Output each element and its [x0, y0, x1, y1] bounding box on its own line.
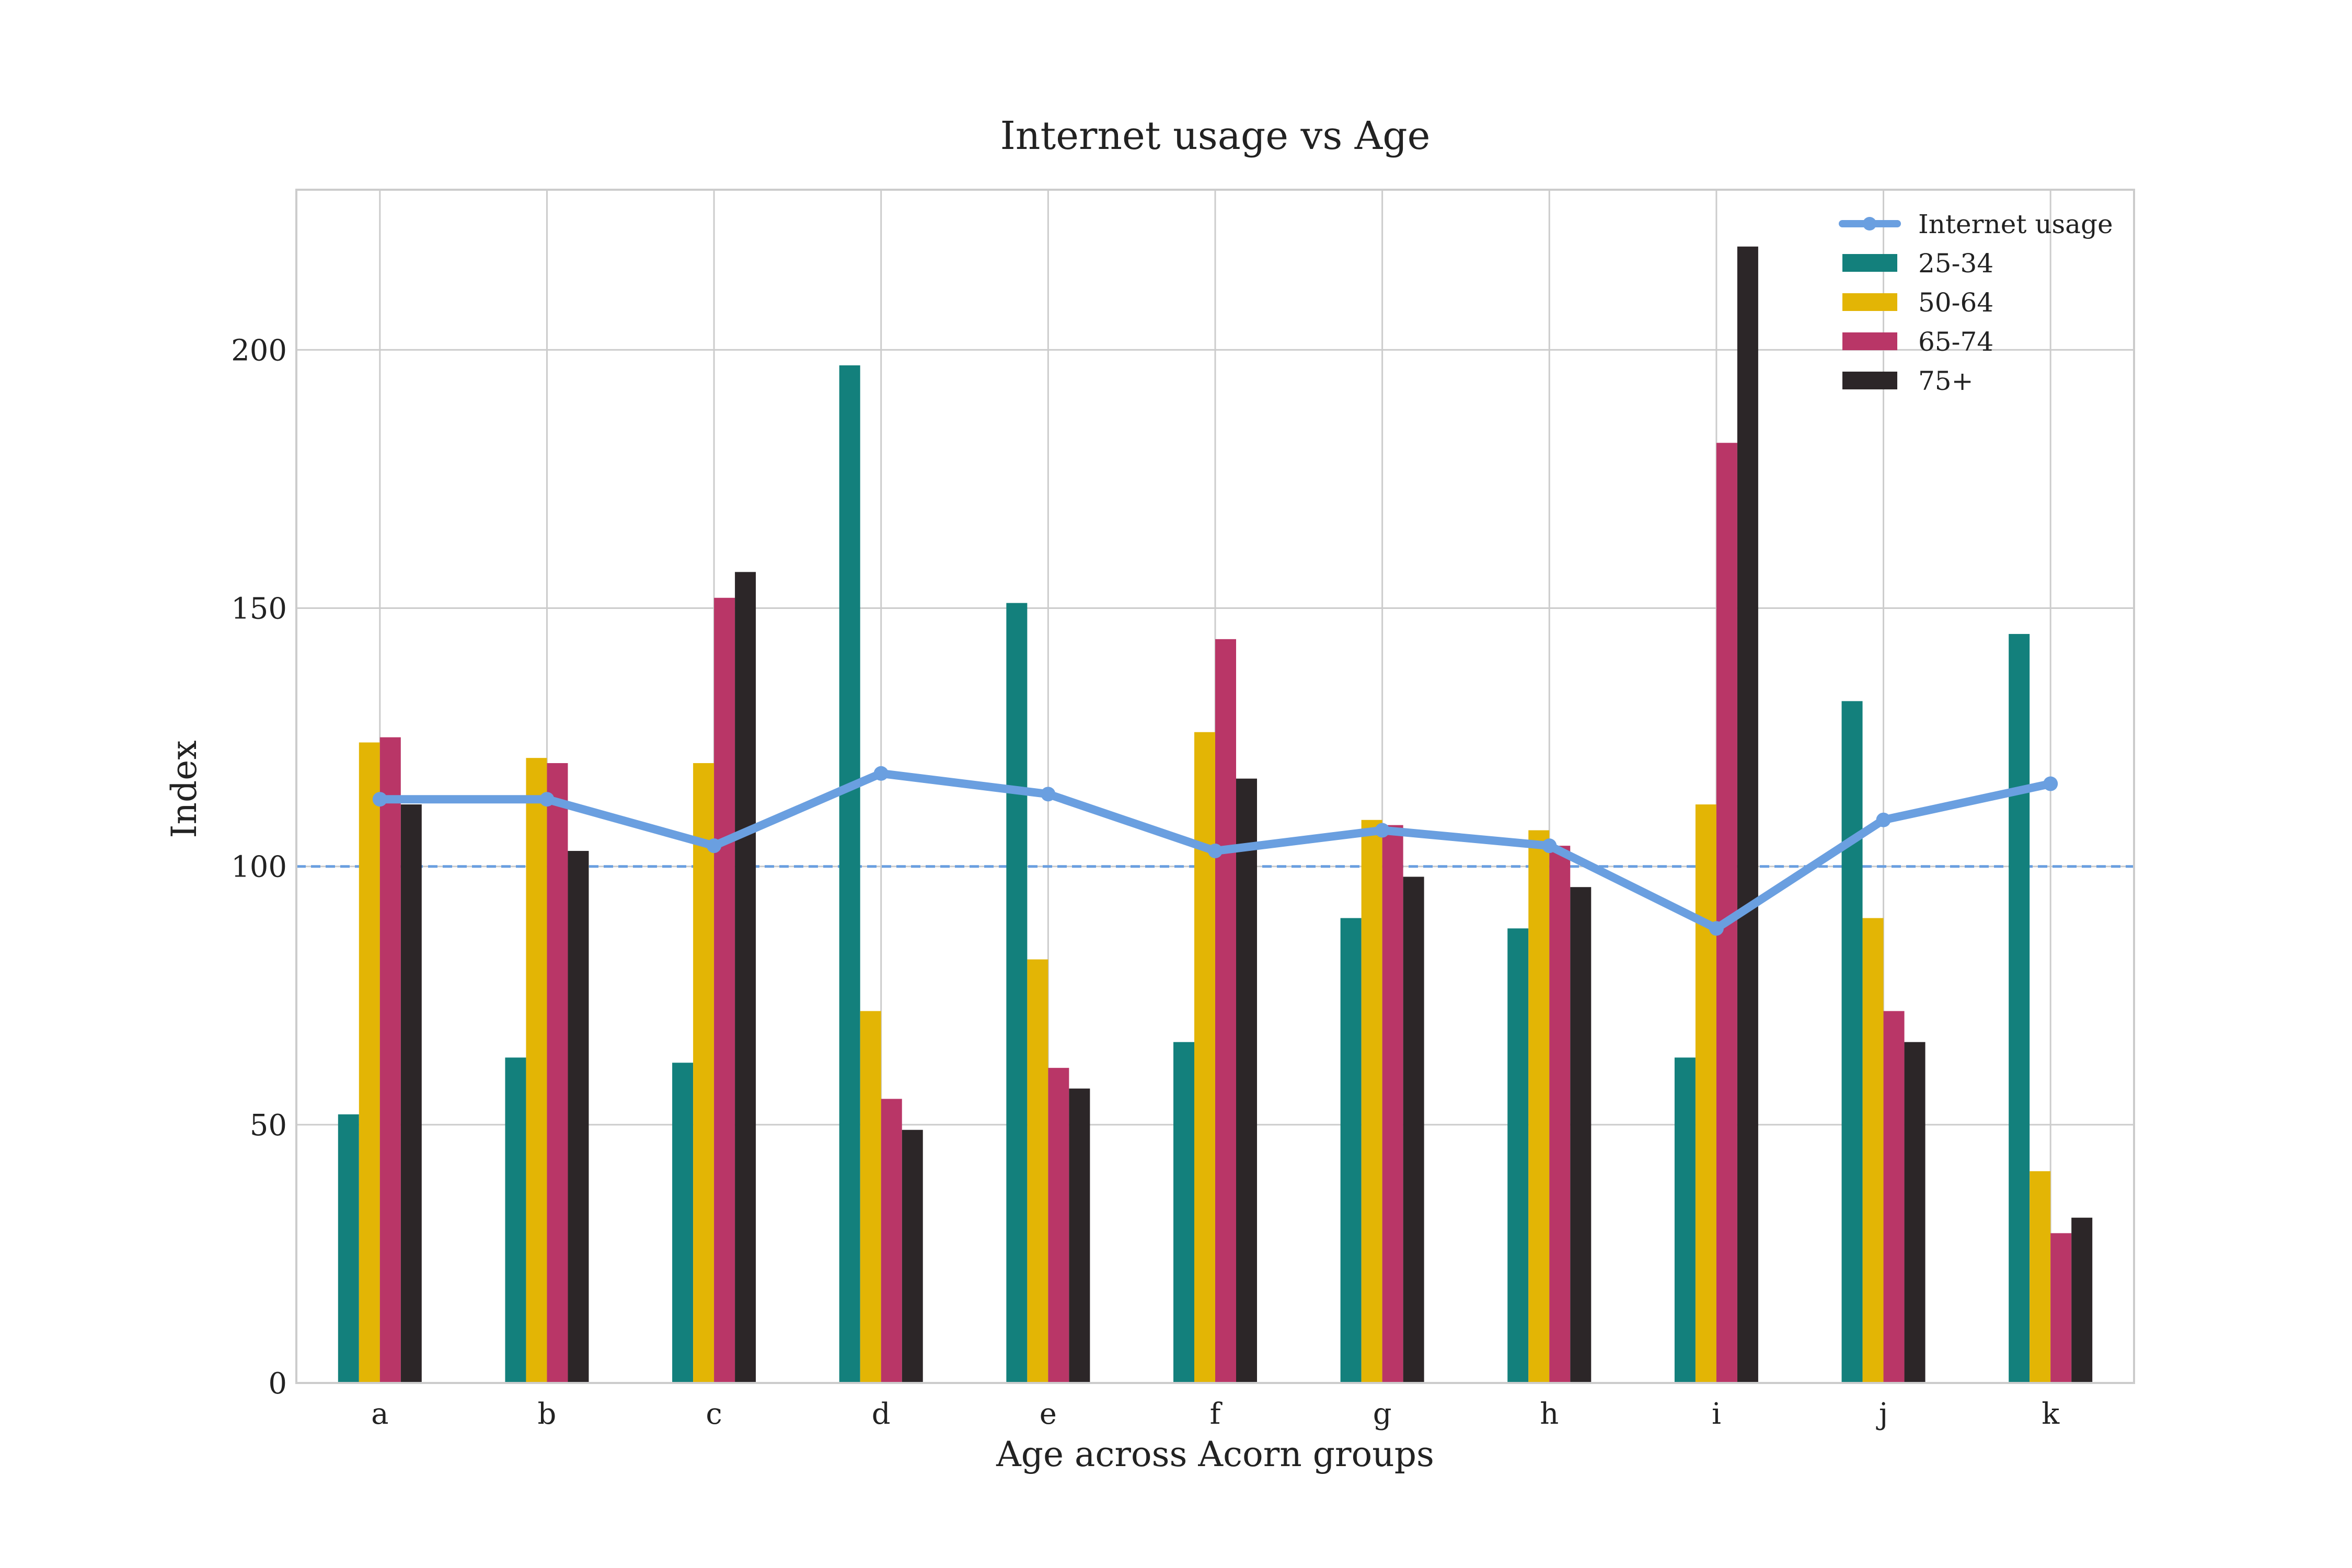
- legend-label-65-74: 65-74: [1918, 327, 1993, 357]
- legend-swatch-50-64: [1842, 293, 1897, 311]
- internet-usage-point-a: [372, 792, 387, 807]
- bar-25-34-c: [672, 1063, 694, 1383]
- internet-usage-point-b: [539, 792, 555, 807]
- bar-75+-j: [1904, 1042, 1926, 1383]
- internet-usage-point-f: [1208, 844, 1223, 859]
- x-tick-label-j: j: [1876, 1397, 1888, 1431]
- bar-75+-c: [735, 572, 756, 1383]
- bar-50-64-e: [1027, 959, 1048, 1383]
- bar-75+-d: [902, 1129, 923, 1383]
- y-tick-label-100: 100: [231, 850, 287, 884]
- legend-label-25-34: 25-34: [1918, 248, 1993, 279]
- legend-swatch-65-74: [1842, 332, 1897, 350]
- x-axis-label: Age across Acorn groups: [996, 1434, 1434, 1474]
- bar-65-74-d: [881, 1099, 902, 1383]
- bar-50-64-b: [526, 758, 547, 1383]
- bar-65-74-e: [1048, 1068, 1069, 1383]
- bar-25-34-j: [1841, 701, 1863, 1383]
- bar-25-34-g: [1340, 918, 1362, 1383]
- internet-usage-point-k: [2043, 776, 2058, 791]
- x-tick-label-k: k: [2042, 1397, 2060, 1431]
- bar-65-74-h: [1549, 846, 1571, 1383]
- x-tick-label-h: h: [1540, 1397, 1559, 1431]
- bar-65-74-f: [1215, 639, 1236, 1383]
- bar-25-34-k: [2009, 633, 2030, 1383]
- internet-usage-point-g: [1375, 823, 1390, 838]
- bar-75+-g: [1403, 877, 1424, 1383]
- bar-25-34-h: [1507, 928, 1529, 1383]
- bar-50-64-k: [2030, 1171, 2051, 1383]
- bar-75+-i: [1737, 246, 1758, 1383]
- y-tick-label-150: 150: [231, 592, 287, 626]
- bar-65-74-a: [379, 737, 401, 1383]
- internet-usage-point-i: [1709, 921, 1724, 936]
- internet-usage-point-e: [1041, 787, 1056, 802]
- internet-usage-point-c: [707, 838, 722, 854]
- chart-title: Internet usage vs Age: [1000, 113, 1431, 158]
- bars: [338, 246, 2093, 1383]
- x-tick-label-e: e: [1040, 1397, 1057, 1431]
- internet-usage-point-h: [1542, 838, 1557, 854]
- bar-75+-b: [568, 851, 589, 1383]
- bar-50-64-a: [359, 742, 380, 1383]
- bar-75+-f: [1236, 778, 1257, 1383]
- legend-label-75+: 75+: [1918, 366, 1974, 396]
- line-series-group: [372, 766, 2058, 936]
- legend-swatch-25-34: [1842, 254, 1897, 272]
- bar-50-64-j: [1862, 918, 1884, 1383]
- bar-25-34-d: [839, 365, 860, 1383]
- bar-25-34-f: [1173, 1042, 1194, 1383]
- y-tick-label-50: 50: [250, 1109, 287, 1143]
- legend: Internet usage 25-34 50-64 65-74 75+: [1839, 209, 2113, 396]
- bar-75+-k: [2071, 1217, 2093, 1383]
- x-tick-label-i: i: [1712, 1397, 1721, 1431]
- bar-50-64-d: [860, 1011, 881, 1383]
- legend-line-marker: [1863, 217, 1876, 230]
- internet-usage-point-j: [1876, 812, 1891, 827]
- bar-75+-e: [1069, 1088, 1090, 1383]
- plot-frame: [295, 189, 2135, 1384]
- bar-25-34-a: [338, 1114, 359, 1383]
- bar-65-74-j: [1883, 1011, 1905, 1383]
- bar-50-64-g: [1361, 820, 1382, 1383]
- bar-50-64-f: [1194, 732, 1215, 1383]
- legend-label-internet-usage: Internet usage: [1918, 209, 2113, 239]
- bar-75+-h: [1570, 887, 1592, 1383]
- bar-50-64-i: [1695, 804, 1716, 1383]
- x-tick-label-d: d: [872, 1397, 891, 1431]
- bar-65-74-k: [2050, 1233, 2072, 1383]
- bar-65-74-b: [547, 763, 568, 1383]
- internet-usage-point-d: [873, 766, 889, 781]
- bar-25-34-i: [1674, 1057, 1696, 1383]
- bar-50-64-c: [693, 763, 714, 1383]
- y-axis-label: Index: [164, 740, 204, 838]
- bar-75+-a: [400, 804, 422, 1383]
- bar-65-74-g: [1382, 825, 1403, 1383]
- x-tick-label-g: g: [1373, 1397, 1392, 1431]
- legend-label-50-64: 50-64: [1918, 287, 1993, 318]
- y-tick-label-200: 200: [231, 333, 287, 367]
- bar-50-64-h: [1528, 830, 1550, 1383]
- legend-swatch-75+: [1842, 372, 1897, 389]
- x-tick-label-b: b: [538, 1397, 557, 1431]
- bar-25-34-b: [505, 1057, 526, 1383]
- x-tick-label-c: c: [706, 1397, 722, 1431]
- bar-65-74-c: [714, 597, 735, 1383]
- bar-25-34-e: [1006, 603, 1028, 1383]
- y-tick-label-0: 0: [268, 1367, 287, 1401]
- x-tick-label-a: a: [371, 1397, 388, 1431]
